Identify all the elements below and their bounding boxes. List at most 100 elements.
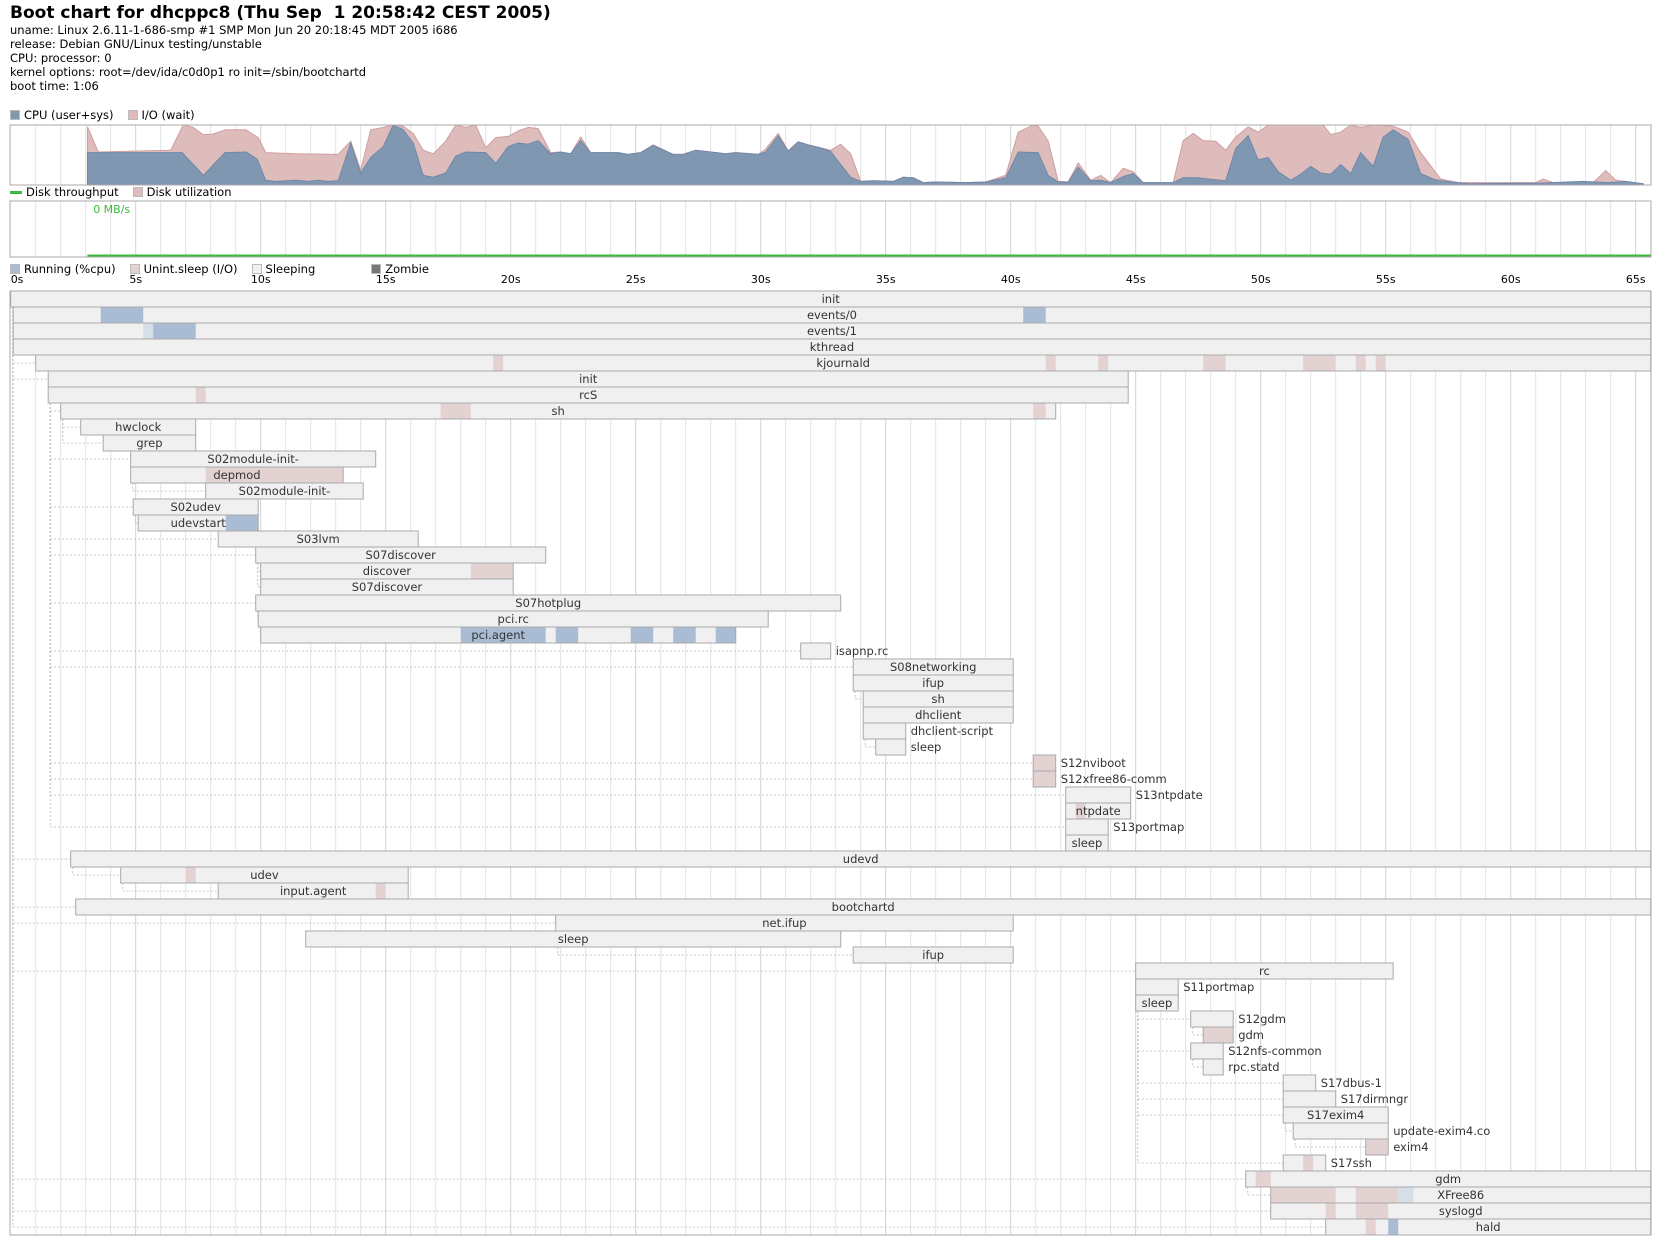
process-label: rpc.statd xyxy=(1228,1060,1279,1074)
process-row: gdm xyxy=(1245,1170,1652,1188)
process-row: events/0 xyxy=(12,306,1652,324)
process-bar-sleeping xyxy=(1283,1075,1316,1091)
process-row: S13portmap xyxy=(1065,818,1184,836)
time-tick-label: 20s xyxy=(501,273,521,286)
system-info: uname: Linux 2.6.11-1-686-smp #1 SMP Mon… xyxy=(10,23,458,94)
process-row: S17dbus-1 xyxy=(1282,1074,1382,1092)
process-row: XFree86 xyxy=(1270,1186,1652,1204)
process-bar-sleeping xyxy=(260,579,514,595)
process-row: hwclock xyxy=(80,418,197,436)
process-label: S07discover xyxy=(352,580,423,594)
process-io-segment xyxy=(1045,355,1056,371)
process-row: pci.agent xyxy=(260,626,737,644)
process-row: grep xyxy=(102,434,197,452)
process-row: S17dirmngr xyxy=(1282,1090,1408,1108)
release-line: release: Debian GNU/Linux testing/unstab… xyxy=(10,36,262,51)
sleeping-legend-label: Sleeping xyxy=(265,262,316,276)
process-label: rcS xyxy=(579,388,597,402)
process-label: pci.agent xyxy=(471,628,525,642)
process-row: sleep xyxy=(1135,994,1179,1012)
process-label: gdm xyxy=(1238,1028,1264,1042)
process-running-segment xyxy=(225,515,259,531)
process-label: sh xyxy=(932,692,945,706)
process-bar-sleeping xyxy=(555,915,1014,931)
process-running-low xyxy=(1398,1187,1414,1203)
process-io-segment xyxy=(1355,1203,1389,1219)
boot-time-line: boot time: 1:06 xyxy=(10,78,99,93)
process-label: S02module-init- xyxy=(207,452,299,466)
process-bar-sleeping xyxy=(1325,1219,1651,1235)
process-bar-sleeping xyxy=(48,387,1129,403)
process-label: sleep xyxy=(911,740,942,754)
process-label: net.ifup xyxy=(762,916,806,930)
process-label: syslogd xyxy=(1439,1204,1483,1218)
cpu-chart-border xyxy=(9,124,1652,186)
utilization-swatch xyxy=(132,187,143,197)
process-label: gdm xyxy=(1435,1172,1461,1186)
process-running-segment xyxy=(673,627,696,643)
time-tick-label: 50s xyxy=(1251,273,1271,286)
process-io-segment xyxy=(1325,1203,1336,1219)
process-io-segment xyxy=(1075,803,1086,819)
process-io-segment xyxy=(185,867,196,883)
process-label: sleep xyxy=(558,932,589,946)
process-label: events/0 xyxy=(807,308,857,322)
process-tree-connector xyxy=(257,563,261,588)
process-bar-sleeping xyxy=(853,675,1014,691)
process-row: kthread xyxy=(12,338,1652,356)
process-bar-sleeping xyxy=(1283,1091,1336,1107)
process-label: events/1 xyxy=(807,324,857,338)
process-row: S08networking xyxy=(852,658,1014,676)
sleeping-swatch xyxy=(251,264,262,274)
process-tree-connector xyxy=(49,403,61,412)
process-bar-sleeping xyxy=(1245,1171,1651,1187)
process-bar-border xyxy=(205,482,364,500)
time-tick-label: 40s xyxy=(1001,273,1021,286)
process-row: ntpdate xyxy=(1065,802,1132,820)
process-bar-sleeping xyxy=(800,643,831,659)
process-label: S17ssh xyxy=(1331,1156,1372,1170)
process-row: S07discover xyxy=(260,578,514,596)
process-bar-sleeping xyxy=(1065,819,1109,835)
process-label: input.agent xyxy=(280,884,347,898)
process-bar-border xyxy=(1292,1122,1389,1140)
process-row: S12xfree86-comm xyxy=(1032,770,1167,788)
process-row: S12gdm xyxy=(1190,1010,1286,1028)
process-running-segment xyxy=(153,323,196,339)
kernel-options-line: kernel options: root=/dev/ida/c0d0p1 ro … xyxy=(10,64,367,79)
process-label: rc xyxy=(1259,964,1270,978)
process-bar-sleeping xyxy=(1190,1043,1224,1059)
process-row: exim4 xyxy=(1365,1138,1429,1156)
process-label: exim4 xyxy=(1393,1140,1428,1154)
unint-sleep-swatch xyxy=(129,264,140,274)
process-bar-sleeping xyxy=(218,531,419,547)
process-row: udev xyxy=(120,866,409,884)
process-label: init xyxy=(822,292,841,306)
process-label: S07discover xyxy=(366,548,437,562)
process-bar-sleeping xyxy=(13,323,1651,339)
process-io-segment xyxy=(1355,355,1366,371)
throughput-legend-label: Disk throughput xyxy=(26,185,119,199)
process-bar-sleeping xyxy=(1135,979,1179,995)
process-label: S12nviboot xyxy=(1061,756,1127,770)
process-io-segment xyxy=(1203,355,1226,371)
process-bar-sleeping xyxy=(13,307,1651,323)
process-row: hald xyxy=(1325,1218,1652,1236)
process-label: S17exim4 xyxy=(1307,1108,1364,1122)
process-label: bootchartd xyxy=(832,900,895,914)
process-bar-sleeping xyxy=(863,723,906,739)
process-bar-border xyxy=(1365,1138,1389,1156)
process-tree-connector xyxy=(1247,1187,1271,1196)
process-tree-connector xyxy=(1192,1059,1204,1068)
process-bar-sleeping xyxy=(1293,1123,1389,1139)
process-bar-sleeping xyxy=(1065,835,1109,851)
process-row: dhclient-script xyxy=(862,722,994,740)
process-row: sleep xyxy=(1065,834,1109,852)
process-bar-sleeping xyxy=(13,339,1651,355)
time-tick-label: 25s xyxy=(626,273,646,286)
process-row: ifup xyxy=(852,674,1014,692)
time-tick-label: 0s xyxy=(11,273,24,286)
process-row: init xyxy=(10,290,1652,308)
page-title: Boot chart for dhcppc8 (Thu Sep 1 20:58:… xyxy=(10,3,551,23)
disk-chart-border xyxy=(9,200,1652,258)
